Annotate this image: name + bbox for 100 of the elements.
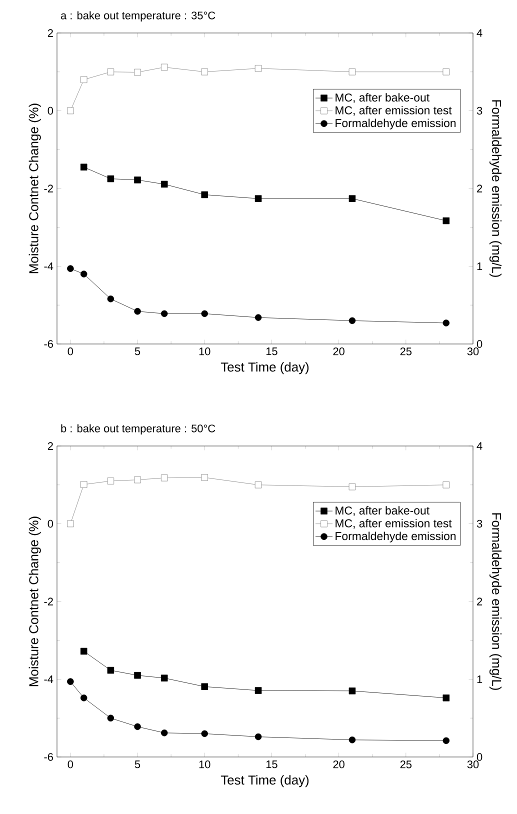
- y2-tick-label: 2: [477, 184, 482, 192]
- y-tick-label: 0: [48, 520, 54, 528]
- legend-label: MC, after bake-out: [336, 93, 430, 103]
- point: [134, 672, 141, 679]
- y2-tick-label: 0: [476, 753, 482, 761]
- point: [442, 68, 450, 76]
- point: [134, 308, 141, 315]
- x-tick-label: 15: [266, 760, 278, 768]
- point: [160, 674, 168, 682]
- point: [201, 730, 208, 738]
- x-tick-label: 15: [266, 348, 278, 356]
- point: [254, 687, 262, 694]
- x-tick-label: 30: [467, 760, 479, 768]
- y-tick-label: -4: [44, 675, 54, 684]
- x-tick-label: 0: [68, 760, 74, 768]
- y-tick-label: -6: [44, 340, 53, 348]
- x-axis-title: Test Time (day): [220, 775, 309, 788]
- point: [80, 648, 88, 655]
- point: [67, 107, 74, 114]
- legend-label: Formaldehyde emission: [336, 118, 456, 130]
- y2-tick-label: 1: [477, 262, 482, 270]
- y2-tick-label: 3: [476, 520, 482, 528]
- point: [442, 481, 450, 488]
- point: [254, 64, 262, 72]
- y2-tick-label: 4: [476, 29, 482, 37]
- point: [134, 723, 141, 730]
- point: [201, 191, 208, 198]
- point: [107, 175, 114, 182]
- y2-tick-label: 4: [476, 442, 482, 450]
- point: [254, 481, 262, 488]
- y2-tick-label: 2: [477, 598, 482, 606]
- x-tick-label: 20: [333, 760, 344, 768]
- y2-tick-label: 0: [476, 340, 482, 348]
- point: [201, 310, 208, 318]
- point: [201, 474, 208, 481]
- legend-label: Formaldehyde emission: [336, 532, 456, 542]
- y-tick-label: 0: [48, 106, 54, 115]
- x-axis-title: Test Time (day): [220, 362, 309, 374]
- point: [348, 317, 356, 324]
- point: [348, 736, 356, 744]
- point: [160, 310, 168, 318]
- x-tick-label: 5: [134, 348, 140, 356]
- point: [107, 714, 114, 722]
- point: [160, 730, 168, 736]
- point: [254, 314, 262, 321]
- y-tick-label: 2: [48, 29, 53, 37]
- point: [254, 733, 262, 740]
- point: [348, 68, 356, 76]
- y2-tick-label: 1: [477, 675, 482, 684]
- point: [254, 195, 262, 202]
- y-axis-title: Moisture Contnet Change (%): [28, 104, 41, 274]
- legend-label: MC, after bake-out: [336, 506, 430, 516]
- point: [107, 296, 114, 302]
- point: [442, 217, 450, 224]
- y2-axis-title: Formaldehyde emission (mg/L): [489, 100, 502, 277]
- legend-label: MC, after emission test: [336, 106, 452, 116]
- x-tick-label: 10: [199, 348, 210, 356]
- point: [160, 180, 168, 188]
- legend-label: MC, after emission test: [336, 518, 452, 529]
- point: [80, 164, 88, 170]
- point: [348, 483, 356, 490]
- y-tick-label: -2: [44, 598, 53, 606]
- y-tick-label: -2: [44, 184, 53, 192]
- point: [107, 478, 114, 484]
- y2-tick-label: 3: [476, 106, 482, 115]
- x-tick-label: 5: [134, 760, 140, 768]
- point: [348, 195, 356, 202]
- point: [80, 270, 88, 278]
- point: [134, 476, 141, 484]
- point: [80, 481, 88, 488]
- x-tick-label: 25: [400, 348, 412, 356]
- point: [201, 68, 208, 76]
- point: [348, 688, 356, 694]
- x-tick-label: 25: [400, 760, 412, 768]
- point: [134, 68, 141, 76]
- point: [442, 320, 450, 326]
- y-tick-label: -6: [44, 753, 53, 761]
- point: [201, 683, 208, 690]
- y-tick-label: -4: [44, 262, 54, 270]
- point: [160, 64, 168, 71]
- point: [80, 694, 88, 702]
- point: [107, 666, 114, 674]
- point: [160, 474, 168, 482]
- point: [67, 678, 74, 685]
- x-tick-label: 0: [68, 348, 74, 356]
- point: [134, 176, 141, 184]
- point: [442, 694, 450, 702]
- point: [67, 265, 74, 272]
- y-axis-title: Moisture Contnet Change (%): [28, 516, 41, 686]
- y2-axis-title: Formaldehyde emission (mg/L): [489, 513, 502, 690]
- x-tick-label: 10: [199, 760, 210, 768]
- point: [442, 737, 450, 744]
- chart-title: a : bake out temperature : 35°C: [60, 11, 216, 22]
- point: [80, 76, 88, 84]
- y-tick-label: 2: [48, 442, 53, 450]
- chart-title: b : bake out temperature : 50°C: [61, 424, 216, 434]
- x-tick-label: 30: [467, 348, 479, 356]
- point: [107, 68, 114, 76]
- x-tick-label: 20: [333, 348, 344, 356]
- point: [67, 520, 74, 528]
